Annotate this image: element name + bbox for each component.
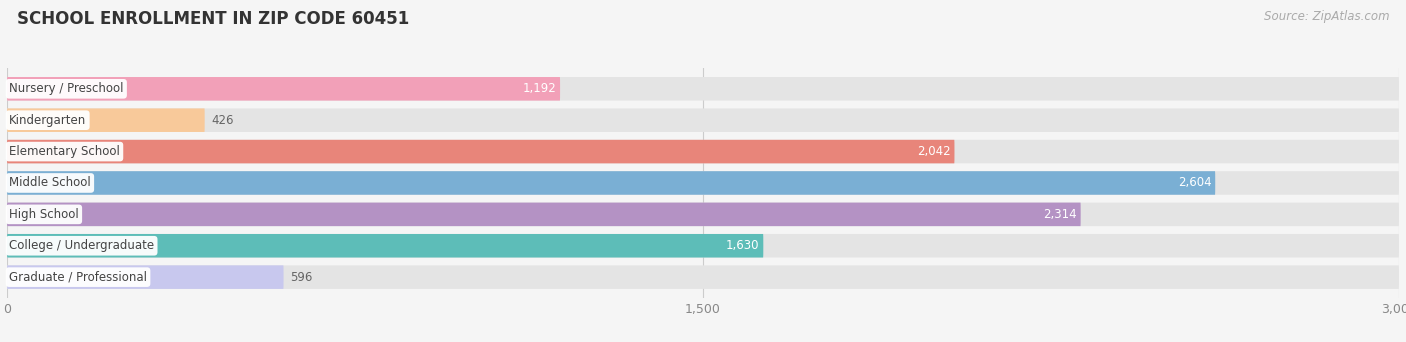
- FancyBboxPatch shape: [7, 140, 1399, 163]
- FancyBboxPatch shape: [7, 265, 1399, 289]
- FancyBboxPatch shape: [7, 108, 1399, 132]
- Text: Kindergarten: Kindergarten: [8, 114, 86, 127]
- FancyBboxPatch shape: [7, 171, 1399, 195]
- Text: 1,630: 1,630: [725, 239, 759, 252]
- FancyBboxPatch shape: [7, 140, 955, 163]
- FancyBboxPatch shape: [7, 265, 284, 289]
- FancyBboxPatch shape: [7, 234, 1399, 258]
- Text: High School: High School: [8, 208, 79, 221]
- FancyBboxPatch shape: [7, 202, 1081, 226]
- Text: Nursery / Preschool: Nursery / Preschool: [8, 82, 124, 95]
- Text: College / Undergraduate: College / Undergraduate: [8, 239, 155, 252]
- Text: SCHOOL ENROLLMENT IN ZIP CODE 60451: SCHOOL ENROLLMENT IN ZIP CODE 60451: [17, 10, 409, 28]
- Text: Source: ZipAtlas.com: Source: ZipAtlas.com: [1264, 10, 1389, 23]
- FancyBboxPatch shape: [7, 77, 1399, 101]
- Text: 596: 596: [291, 271, 314, 284]
- FancyBboxPatch shape: [7, 202, 1399, 226]
- FancyBboxPatch shape: [7, 77, 560, 101]
- Text: Middle School: Middle School: [8, 176, 91, 189]
- Text: Graduate / Professional: Graduate / Professional: [8, 271, 148, 284]
- FancyBboxPatch shape: [7, 234, 763, 258]
- Text: 2,314: 2,314: [1043, 208, 1077, 221]
- Text: 426: 426: [212, 114, 235, 127]
- FancyBboxPatch shape: [7, 108, 205, 132]
- Text: 1,192: 1,192: [523, 82, 557, 95]
- Text: Elementary School: Elementary School: [8, 145, 120, 158]
- Text: 2,604: 2,604: [1178, 176, 1212, 189]
- FancyBboxPatch shape: [7, 171, 1215, 195]
- Text: 2,042: 2,042: [917, 145, 950, 158]
